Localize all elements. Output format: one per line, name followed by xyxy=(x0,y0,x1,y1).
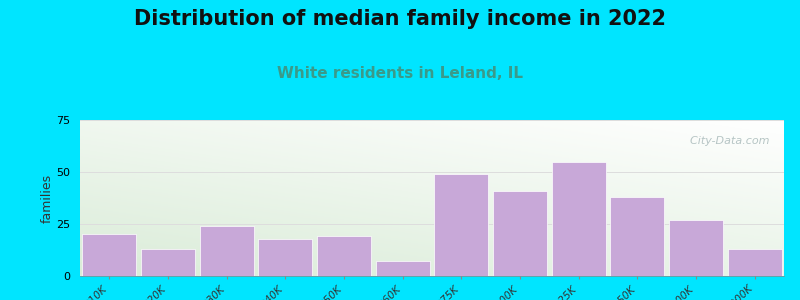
Y-axis label: families: families xyxy=(40,173,54,223)
Bar xyxy=(669,220,723,276)
Bar xyxy=(200,226,254,276)
Bar xyxy=(493,191,547,276)
Bar xyxy=(376,261,430,276)
Text: White residents in Leland, IL: White residents in Leland, IL xyxy=(277,66,523,81)
Bar xyxy=(434,174,488,276)
Bar xyxy=(141,249,195,276)
Bar xyxy=(728,249,782,276)
Bar xyxy=(82,234,136,276)
Bar xyxy=(317,236,371,276)
Bar xyxy=(552,162,606,276)
Bar xyxy=(610,197,664,276)
Bar xyxy=(258,238,312,276)
Text: City-Data.com: City-Data.com xyxy=(683,136,770,146)
Text: Distribution of median family income in 2022: Distribution of median family income in … xyxy=(134,9,666,29)
